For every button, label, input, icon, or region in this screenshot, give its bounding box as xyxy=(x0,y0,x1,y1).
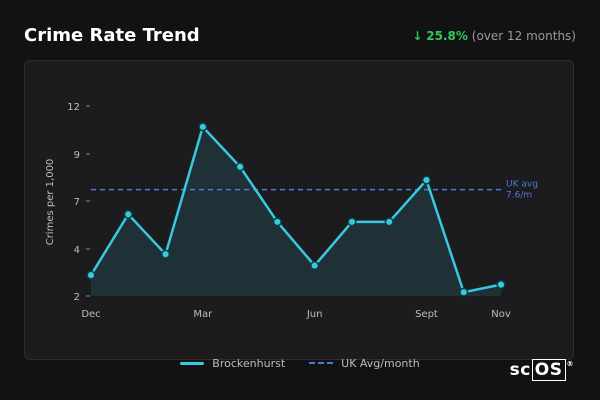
chart-panel xyxy=(24,60,574,360)
brand-logo: sc OS ® xyxy=(509,359,574,381)
page-title: Crime Rate Trend xyxy=(24,25,200,46)
data-point[interactable] xyxy=(160,249,171,259)
legend-label-avg: UK Avg/month xyxy=(341,356,420,370)
y-tick-label: 12 xyxy=(67,102,80,113)
down-arrow-icon: ↓ xyxy=(412,29,423,43)
legend-item-avg[interactable]: UK Avg/month xyxy=(309,357,420,370)
data-point[interactable] xyxy=(235,162,245,172)
change-period: (over 12 months) xyxy=(471,29,576,43)
legend-item-series[interactable]: Brockenhurst xyxy=(180,357,285,370)
data-point[interactable] xyxy=(272,217,282,227)
y-tick-label: 2 xyxy=(74,292,80,303)
y-tick-label: 7 xyxy=(74,197,80,208)
data-point[interactable] xyxy=(123,209,133,219)
uk-avg-value-label: 7.6/m xyxy=(506,191,532,201)
legend-swatch-series xyxy=(180,361,205,365)
legend-label-series: Brockenhurst xyxy=(212,356,286,370)
data-point[interactable] xyxy=(421,175,432,185)
data-point[interactable] xyxy=(496,280,506,290)
y-tick-label: 4 xyxy=(74,245,80,256)
change-value: 25.8% xyxy=(426,29,468,43)
x-tick-label: Nov xyxy=(491,309,511,320)
series-area xyxy=(91,126,501,297)
data-point[interactable] xyxy=(459,287,469,297)
change-indicator: ↓ 25.8% (over 12 months) xyxy=(412,29,576,43)
x-tick-label: Sept xyxy=(415,309,438,320)
chart-legend: Brockenhurst UK Avg/month xyxy=(0,355,600,371)
data-point[interactable] xyxy=(347,217,357,227)
x-tick-label: Dec xyxy=(81,309,100,320)
legend-swatch-avg xyxy=(309,362,334,364)
data-point[interactable] xyxy=(310,261,320,271)
x-tick-label: Jun xyxy=(306,309,323,320)
data-point[interactable] xyxy=(86,270,96,280)
data-point[interactable] xyxy=(384,217,394,227)
data-point[interactable] xyxy=(198,122,208,132)
y-tick-label: 9 xyxy=(74,150,80,161)
uk-avg-label: UK avg xyxy=(506,180,538,190)
y-axis-label: Crimes per 1,000 xyxy=(45,159,56,246)
series-line-brockenhurst xyxy=(89,125,502,294)
x-tick-label: Mar xyxy=(193,309,213,320)
